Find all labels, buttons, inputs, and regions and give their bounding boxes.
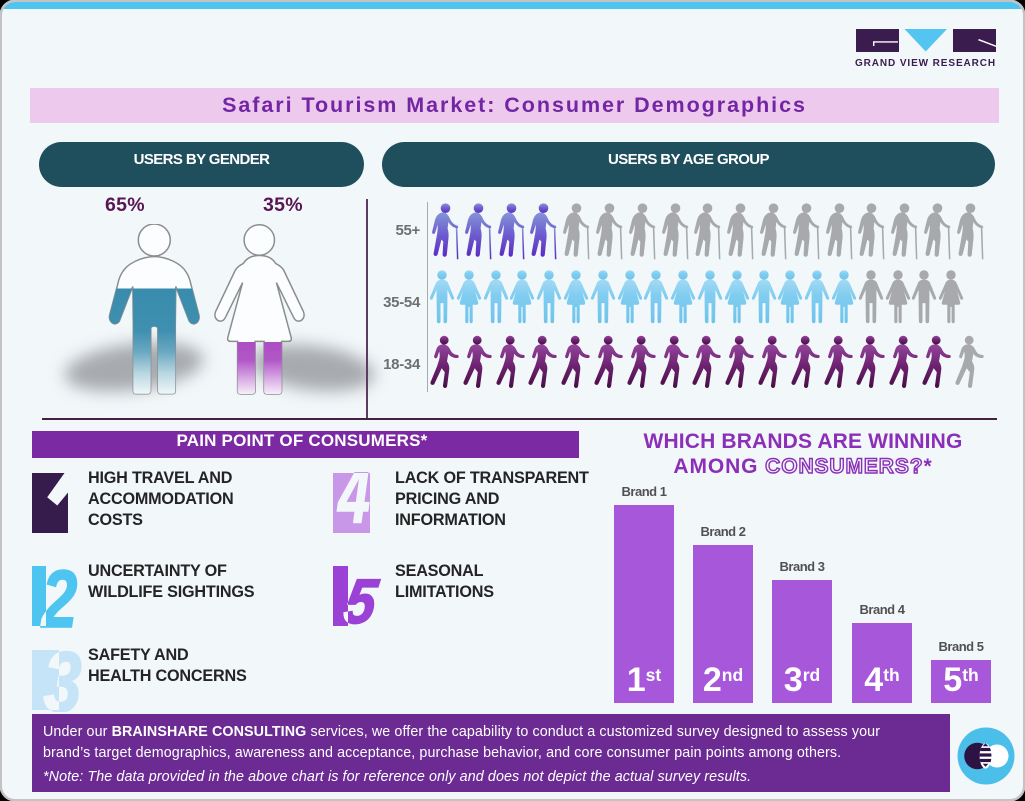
svg-text:2: 2 (40, 565, 77, 628)
svg-text:4: 4 (336, 472, 370, 535)
svg-text:3: 3 (43, 649, 81, 712)
